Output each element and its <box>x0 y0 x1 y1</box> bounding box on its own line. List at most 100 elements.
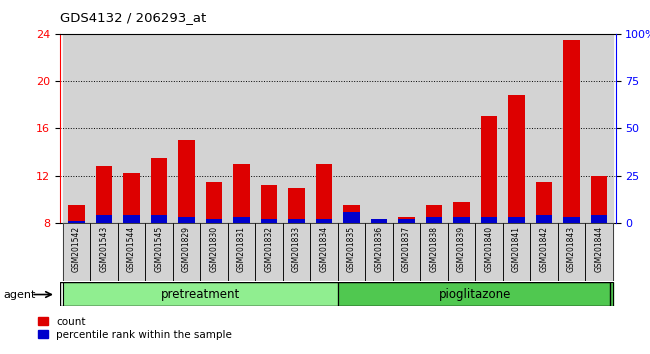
Bar <box>564 40 580 223</box>
Bar <box>68 205 84 223</box>
Bar <box>338 282 613 306</box>
Bar <box>536 216 552 223</box>
Bar <box>475 223 502 281</box>
Bar <box>475 34 502 223</box>
Text: GSM201844: GSM201844 <box>595 226 604 272</box>
Text: pioglitazone: pioglitazone <box>439 288 512 301</box>
Bar <box>123 173 140 223</box>
Bar <box>420 223 448 281</box>
Bar <box>178 217 194 223</box>
Text: pretreatment: pretreatment <box>161 288 240 301</box>
Text: GSM201542: GSM201542 <box>72 226 81 272</box>
Bar <box>310 223 338 281</box>
Bar <box>481 116 497 223</box>
Bar <box>151 216 167 223</box>
Bar <box>145 223 173 281</box>
Bar <box>558 34 585 223</box>
Bar <box>338 282 613 306</box>
Bar <box>178 140 194 223</box>
Bar <box>564 217 580 223</box>
Bar <box>338 223 365 281</box>
Bar <box>90 223 118 281</box>
Bar <box>288 219 305 223</box>
Bar <box>393 223 420 281</box>
Text: GSM201543: GSM201543 <box>99 226 109 272</box>
Bar <box>62 223 90 281</box>
Bar <box>173 34 200 223</box>
Bar <box>393 34 420 223</box>
Bar <box>62 282 338 306</box>
Bar <box>420 223 448 281</box>
Text: GSM201545: GSM201545 <box>154 226 163 272</box>
Text: GSM201842: GSM201842 <box>540 226 549 272</box>
Bar <box>255 223 283 281</box>
Bar <box>145 34 173 223</box>
Bar <box>90 223 118 281</box>
Bar <box>338 223 365 281</box>
Bar <box>365 223 393 281</box>
Bar <box>205 182 222 223</box>
Bar <box>62 223 90 281</box>
Text: GSM201834: GSM201834 <box>319 226 328 272</box>
Text: GSM201839: GSM201839 <box>457 226 466 272</box>
Bar <box>283 223 310 281</box>
Bar <box>585 223 613 281</box>
Bar <box>398 219 415 223</box>
Bar <box>343 205 359 223</box>
Bar <box>123 216 140 223</box>
Bar <box>448 223 475 281</box>
Text: GSM201833: GSM201833 <box>292 226 301 272</box>
Bar <box>173 223 200 281</box>
Bar <box>370 219 387 223</box>
Bar <box>585 34 613 223</box>
Text: GSM201544: GSM201544 <box>127 226 136 272</box>
Text: GSM201840: GSM201840 <box>484 226 493 272</box>
Bar <box>205 219 222 223</box>
Bar <box>536 182 552 223</box>
Bar <box>200 223 227 281</box>
Bar <box>62 282 338 306</box>
Bar <box>530 34 558 223</box>
Bar <box>118 223 145 281</box>
Bar <box>227 34 255 223</box>
Text: GSM201838: GSM201838 <box>430 226 439 272</box>
Bar <box>68 221 84 223</box>
Text: GSM201843: GSM201843 <box>567 226 576 272</box>
Bar <box>530 223 558 281</box>
Bar <box>338 34 365 223</box>
Bar <box>145 223 173 281</box>
Bar <box>316 164 332 223</box>
Bar <box>502 223 530 281</box>
Bar <box>233 164 250 223</box>
Bar <box>151 158 167 223</box>
Bar <box>200 223 227 281</box>
Bar <box>255 223 283 281</box>
Bar <box>453 217 470 223</box>
Bar <box>365 34 393 223</box>
Bar <box>255 34 283 223</box>
Bar <box>310 223 338 281</box>
Bar <box>453 202 470 223</box>
Text: GSM201837: GSM201837 <box>402 226 411 272</box>
Text: GSM201835: GSM201835 <box>347 226 356 272</box>
Text: GSM201832: GSM201832 <box>265 226 274 272</box>
Text: GSM201831: GSM201831 <box>237 226 246 272</box>
Bar <box>316 219 332 223</box>
Bar <box>227 223 255 281</box>
Bar <box>393 223 420 281</box>
Bar <box>62 34 90 223</box>
Bar <box>481 217 497 223</box>
Bar <box>200 34 227 223</box>
Bar <box>173 223 200 281</box>
Bar <box>591 176 607 223</box>
Bar <box>530 223 558 281</box>
Bar <box>502 223 530 281</box>
Bar <box>508 217 525 223</box>
Text: GSM201830: GSM201830 <box>209 226 218 272</box>
Bar <box>585 223 613 281</box>
Bar <box>448 223 475 281</box>
Bar <box>261 185 277 223</box>
Bar <box>365 223 393 281</box>
Text: GSM201841: GSM201841 <box>512 226 521 272</box>
Text: agent: agent <box>3 290 36 299</box>
